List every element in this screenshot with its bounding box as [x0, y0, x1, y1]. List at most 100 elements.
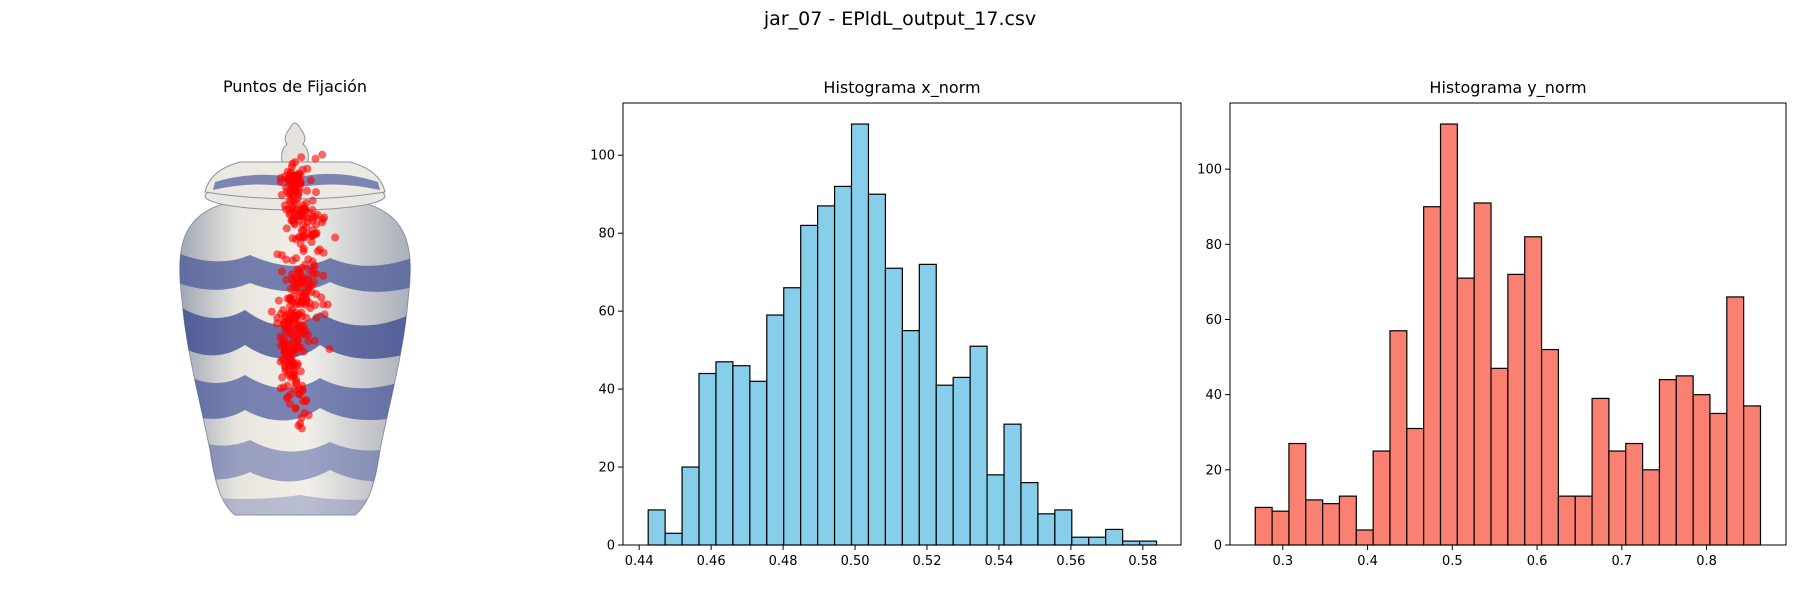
fixation-point [288, 326, 297, 335]
fixation-point [308, 213, 317, 222]
fixation-point [292, 320, 301, 329]
fixation-point [276, 309, 285, 318]
fixation-point [300, 204, 309, 213]
fixation-point [292, 199, 301, 208]
fixation-point [310, 336, 319, 345]
fixation-point [293, 359, 302, 368]
histogram-bar [969, 345, 988, 546]
fixation-point [298, 312, 307, 321]
fixation-point [291, 158, 300, 167]
fixation-point [284, 309, 293, 318]
x-tick-label: 0.44 [625, 554, 654, 569]
fixation-point [294, 279, 303, 288]
fixation-point [298, 209, 307, 218]
fixation-point [301, 206, 310, 215]
fixation-point [294, 390, 303, 399]
fixation-point [285, 318, 294, 327]
fixation-point [304, 411, 313, 420]
fixation-point [282, 255, 291, 264]
fixation-point [296, 211, 305, 220]
fixation-point [278, 373, 287, 382]
histogram-bar [986, 474, 1005, 546]
fixation-point [284, 351, 293, 360]
fixation-point [304, 274, 313, 283]
fixation-point [294, 170, 303, 179]
fixation-point [299, 231, 308, 240]
histogram-bar [681, 466, 700, 546]
histogram-bar [1355, 529, 1374, 546]
histogram-bar [800, 224, 819, 546]
fixation-point [310, 230, 319, 239]
fixation-point [299, 247, 308, 256]
histogram-bar [1254, 506, 1273, 546]
fixation-point [289, 317, 298, 326]
fixation-point [279, 320, 288, 329]
histogram-bar [1071, 536, 1090, 546]
fixation-point [293, 172, 302, 181]
fixation-point [299, 233, 308, 242]
fixation-point [286, 390, 295, 399]
fixation-point [298, 220, 307, 229]
fixation-point [293, 194, 302, 203]
fixation-point [302, 199, 311, 208]
fixation-point [285, 316, 294, 325]
fixation-point [274, 296, 283, 305]
histogram-bar [1105, 528, 1124, 546]
histogram-bar [1389, 330, 1408, 546]
fixation-point [289, 344, 298, 353]
fixation-point [291, 285, 300, 294]
histogram-bar [664, 532, 683, 546]
fixation-point [287, 329, 296, 338]
fixation-point [312, 269, 321, 278]
fixation-point [292, 284, 301, 293]
fixation-point [302, 396, 311, 405]
fixation-point [289, 278, 298, 287]
fixation-point [280, 339, 289, 348]
histogram-bar [1692, 394, 1711, 546]
fixation-point [312, 220, 321, 229]
fixation-point [299, 322, 308, 331]
fixation-point [292, 375, 301, 384]
fixation-point [312, 228, 321, 237]
fixation-point [304, 276, 313, 285]
fixation-point [311, 212, 320, 221]
fixation-point [298, 263, 307, 272]
fixation-point [319, 271, 328, 280]
fixation-point [281, 205, 290, 214]
fixation-point [298, 293, 307, 302]
fixation-point [299, 347, 308, 356]
histogram-bar [1020, 482, 1039, 546]
fixation-point [295, 292, 304, 301]
fixation-point [286, 185, 295, 194]
fixation-point [291, 183, 300, 192]
fixation-point [295, 310, 304, 319]
y-tick-label: 40 [1205, 388, 1222, 403]
fixation-point [299, 288, 308, 297]
y-tick-label: 0 [1214, 539, 1222, 554]
fixation-point [291, 347, 300, 356]
fixation-point [302, 294, 311, 303]
fixation-point [285, 317, 294, 326]
histogram-bar [1054, 509, 1073, 546]
fixation-point [308, 264, 317, 273]
fixation-point [306, 210, 315, 219]
x-tick-label: 0.5 [1442, 554, 1463, 569]
fixation-point [285, 323, 294, 332]
fixation-point [291, 181, 300, 190]
fixation-point [298, 397, 307, 406]
fixation-point [288, 305, 297, 314]
fixation-point [301, 326, 310, 335]
fixation-point [299, 204, 308, 213]
fixation-point [283, 167, 292, 176]
histogram-bar [1709, 412, 1728, 546]
fixation-point [286, 198, 295, 207]
fixation-point [286, 209, 295, 218]
fixation-point [288, 256, 297, 265]
fixation-point [288, 159, 297, 168]
ginger-jar-icon [179, 122, 411, 516]
fixation-point [287, 270, 296, 279]
fixation-point [280, 346, 289, 355]
histogram-bar [1305, 499, 1324, 546]
fixation-point [292, 378, 301, 387]
fixation-point [290, 218, 299, 227]
